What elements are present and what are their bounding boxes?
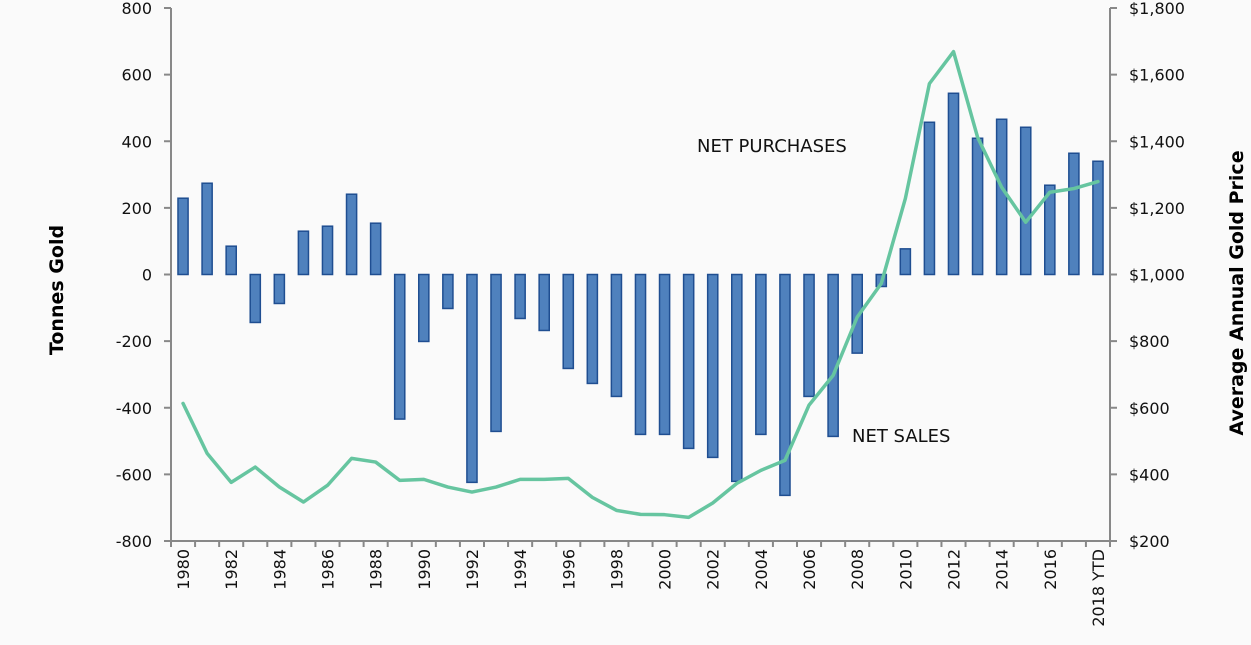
bar-series xyxy=(177,92,1104,497)
bar-2002 xyxy=(706,273,719,459)
bar-1989 xyxy=(393,273,406,420)
bar-2015 xyxy=(1019,126,1032,276)
x-tick-label: 2006 xyxy=(800,549,819,590)
y-tick-label: 800 xyxy=(121,0,152,18)
y2-tick-label: $200 xyxy=(1129,532,1170,551)
x-tick-label: 2018 YTD xyxy=(1089,549,1108,627)
x-tick-label: 1994 xyxy=(511,549,530,590)
bar-2017 xyxy=(1068,152,1080,276)
bar-1998 xyxy=(610,273,623,398)
y-tick-label: -800 xyxy=(116,532,152,551)
annotation-net-purchases: NET PURCHASES xyxy=(697,136,847,157)
x-tick-label: 1992 xyxy=(463,549,482,590)
y2-tick-label: $400 xyxy=(1129,465,1170,484)
y-tick-label: 200 xyxy=(121,199,152,218)
y2-tick-label: $600 xyxy=(1129,399,1170,418)
x-tick-label: 1996 xyxy=(559,549,578,590)
bar-1993 xyxy=(490,273,502,433)
bar-2005 xyxy=(779,273,791,497)
bar-2001 xyxy=(682,273,695,450)
x-tick-label: 2008 xyxy=(848,549,867,590)
x-tick-label: 1988 xyxy=(367,549,386,590)
bar-2007 xyxy=(827,273,839,438)
bar-2000 xyxy=(658,273,671,436)
bar-1982 xyxy=(225,245,237,276)
bar-1983 xyxy=(249,273,262,324)
bar-2006 xyxy=(803,273,815,398)
bar-2011 xyxy=(923,121,936,276)
bar-2004 xyxy=(755,273,767,436)
y-tick-label: -200 xyxy=(116,332,152,351)
bar-2014 xyxy=(995,118,1008,276)
bar-1987 xyxy=(345,193,358,276)
x-tick-label: 2004 xyxy=(752,549,771,590)
y-tick-label: 0 xyxy=(142,266,152,285)
x-tick-label: 1998 xyxy=(607,549,626,590)
bar-1985 xyxy=(297,230,310,276)
x-tick-label: 1984 xyxy=(270,549,289,590)
bar-1994 xyxy=(514,273,526,320)
x-tick-label: 2012 xyxy=(945,549,964,590)
bar-1992 xyxy=(466,273,478,484)
bar-1999 xyxy=(634,273,647,436)
annotation-net-sales: NET SALES xyxy=(852,426,950,447)
y2-tick-label: $1,800 xyxy=(1129,0,1185,18)
y2-tick-label: $1,000 xyxy=(1129,266,1185,285)
x-tick-label: 2002 xyxy=(704,549,723,590)
bar-2016 xyxy=(1044,184,1056,276)
bar-2003 xyxy=(731,273,743,483)
x-tick-label: 1982 xyxy=(222,549,241,590)
y-tick-label: -600 xyxy=(116,465,152,484)
x-tick-label: 1980 xyxy=(174,549,193,590)
y2-tick-label: $1,200 xyxy=(1129,199,1185,218)
y-tick-label: 600 xyxy=(121,66,152,85)
bar-2008 xyxy=(851,273,863,354)
bar-1991 xyxy=(442,273,454,310)
x-tick-label: 2010 xyxy=(896,549,915,590)
bar-1988 xyxy=(369,222,382,276)
x-tick-label: 2014 xyxy=(993,549,1012,590)
x-tick-label: 1990 xyxy=(415,549,434,590)
bar-1995 xyxy=(538,273,550,332)
y-tick-label: 400 xyxy=(121,132,152,151)
bar-1996 xyxy=(562,273,575,370)
bar-2012 xyxy=(947,92,960,276)
y-tick-label: -400 xyxy=(116,399,152,418)
bar-2013 xyxy=(971,137,984,276)
bar-1984 xyxy=(273,273,286,305)
axes xyxy=(164,7,1117,547)
x-tick-label: 2016 xyxy=(1041,549,1060,590)
bar-2010 xyxy=(899,248,912,276)
bar-1997 xyxy=(586,273,599,385)
y2-axis-title: Average Annual Gold Price xyxy=(1226,150,1248,435)
y-axis-title: Tonnes Gold xyxy=(46,225,68,355)
bar-1986 xyxy=(321,225,334,276)
gold-price-line xyxy=(181,49,1100,520)
y2-tick-label: $1,600 xyxy=(1129,66,1185,85)
price-line-series xyxy=(181,49,1100,520)
y2-tick-label: $800 xyxy=(1129,332,1170,351)
x-tick-label: 2000 xyxy=(656,549,675,590)
bar-2018-YTD xyxy=(1092,160,1104,276)
bar-1990 xyxy=(418,273,430,343)
bar-1981 xyxy=(201,182,213,276)
bar-1980 xyxy=(177,197,189,276)
tick-labels: 800 $1,800 600 $1,600 400 $1,400 200 $1,200 0 $1,… xyxy=(116,0,1185,627)
x-tick-label: 1986 xyxy=(319,549,338,590)
y2-tick-label: $1,400 xyxy=(1129,132,1185,151)
